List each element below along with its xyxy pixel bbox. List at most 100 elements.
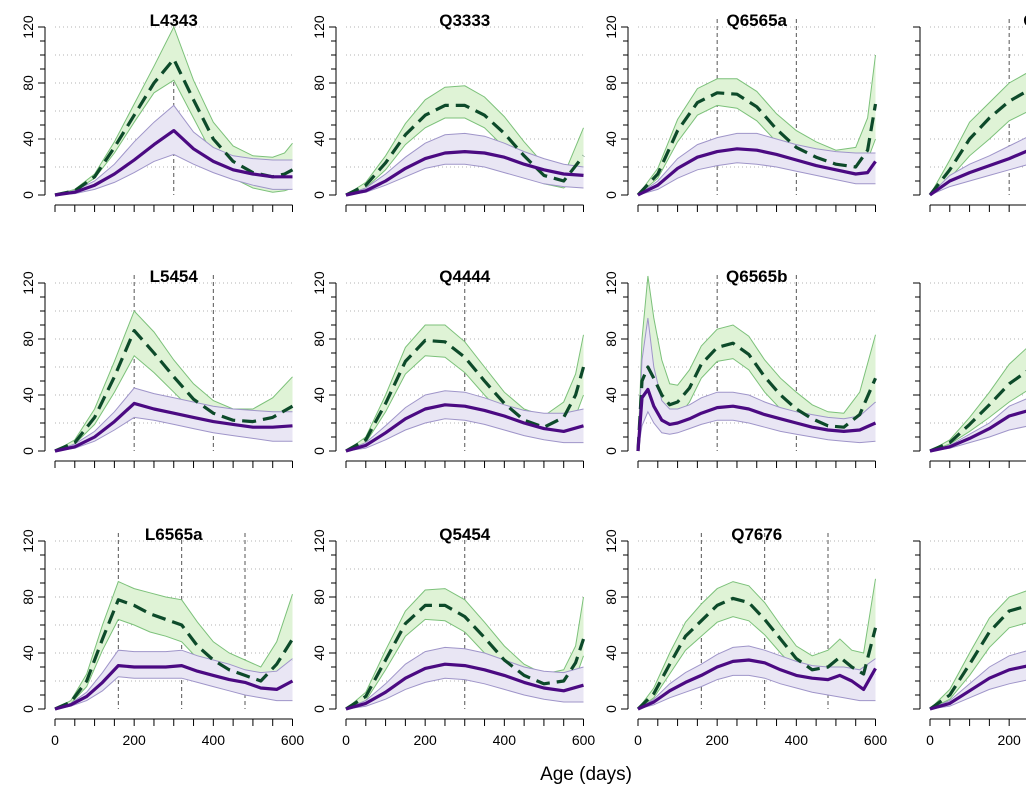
x-tick-label: 600 [572,732,596,748]
y-tick-label: 0 [20,447,36,455]
y-tick-label: 40 [20,131,36,147]
purple-mean-line [636,387,877,452]
y-tick-label: 120 [20,15,36,39]
y-tick-label: 80 [20,331,36,347]
purple-band [930,651,1026,709]
x-tick-label: 200 [122,732,146,748]
green-upper-line [637,578,876,710]
green-mean-dashed-line [345,338,586,453]
green-mean-dashed-line [636,341,877,452]
purple-upper-line [54,104,293,196]
green-upper-line [929,590,1026,710]
y-tick-label: 40 [311,645,327,661]
purple-lower-line [345,163,584,196]
y-tick-label: 0 [20,705,36,713]
panel-m-7: M [913,282,1026,468]
purple-upper-line [929,398,1026,452]
y-tick-label: 0 [311,705,327,713]
y-tick-label: 0 [603,191,619,199]
panel-q3333-1: 0 40 80 120 Q3333 [311,11,585,212]
green-mean-dashed-line [929,369,1026,453]
y-tick-label: 120 [20,271,36,295]
x-tick-label: 600 [281,732,305,748]
green-lower-line [929,622,1026,710]
green-mean-dashed-line [345,103,585,197]
purple-band [930,399,1026,451]
green-band [930,348,1026,451]
green-upper-line [637,54,876,196]
y-tick-label: 80 [311,75,327,91]
green-upper-line [54,25,293,196]
green-upper-line [929,348,1026,452]
panel-title: L4343 [150,11,198,30]
y-tick-label: 40 [603,645,619,661]
purple-lower-line [637,674,876,710]
panel-title: Q7676 [1023,11,1026,30]
purple-lower-line [929,679,1026,710]
x-tick-label: 0 [926,732,934,748]
panel-title: Q4444 [439,267,491,286]
x-tick-label: 0 [342,732,350,748]
purple-upper-line [929,137,1026,196]
green-mean-dashed-line [636,91,878,197]
purple-mean-line [929,664,1026,711]
purple-upper-line [345,390,584,452]
purple-lower-line [929,164,1026,196]
panel-q6565b-6: 0 40 80 120 Q6565b [603,267,877,468]
y-tick-label: 40 [311,387,327,403]
y-tick-label: 80 [311,331,327,347]
purple-band [55,650,293,709]
panel-m-11: 0200M [913,540,1026,748]
purple-upper-line [54,649,293,710]
y-tick-label: 40 [20,645,36,661]
y-tick-label: 0 [603,705,619,713]
purple-upper-line [929,650,1026,710]
y-tick-label: 120 [603,271,619,295]
y-tick-label: 40 [603,131,619,147]
x-tick-label: 200 [705,732,729,748]
y-tick-label: 80 [20,589,36,605]
panel-title: Q3333 [439,11,490,30]
y-tick-label: 120 [311,271,327,295]
green-mean-dashed-line [928,89,1026,196]
panel-q4444-5: 0 40 80 120 Q4444 [311,267,586,468]
panel-q7676-3: Q7676 [913,11,1026,212]
green-band [930,73,1026,195]
panel-q5454-9: 0 40 80 120 0 200 400 600 Q5454 [311,525,595,748]
y-tick-label: 80 [311,589,327,605]
x-tick-label: 400 [493,732,517,748]
x-tick-label: 600 [864,732,888,748]
y-tick-label: 40 [311,131,327,147]
y-tick-label: 120 [311,15,327,39]
green-upper-line [929,72,1026,196]
y-tick-label: 120 [603,529,619,553]
panel-q6565a-2: 0 40 80 120 Q6565a [603,11,878,212]
green-upper-line [345,324,584,452]
y-tick-label: 120 [603,15,619,39]
purple-mean-line [345,403,584,453]
y-tick-label: 40 [20,387,36,403]
y-tick-label: 0 [20,191,36,199]
panel-l4343-0: 0 40 80 120 L4343 [20,11,294,212]
green-lower-line [929,390,1026,452]
y-tick-label: 80 [603,589,619,605]
x-tick-label: 0 [634,732,642,748]
panel-title: Q6565b [726,267,787,286]
y-tick-label: 0 [311,191,327,199]
purple-band [638,646,876,709]
purple-upper-line [54,387,293,452]
purple-lower-line [929,425,1026,452]
purple-upper-line [345,646,584,710]
y-tick-label: 80 [603,331,619,347]
purple-mean-line [637,147,877,197]
x-axis-label: Age (days) [540,764,632,785]
purple-mean-line [637,658,877,711]
y-tick-label: 120 [311,529,327,553]
panel-title: L5454 [150,267,199,286]
purple-upper-line [637,317,876,452]
purple-lower-line [54,676,293,710]
purple-mean-line [929,149,1026,197]
green-upper-line [637,275,876,452]
